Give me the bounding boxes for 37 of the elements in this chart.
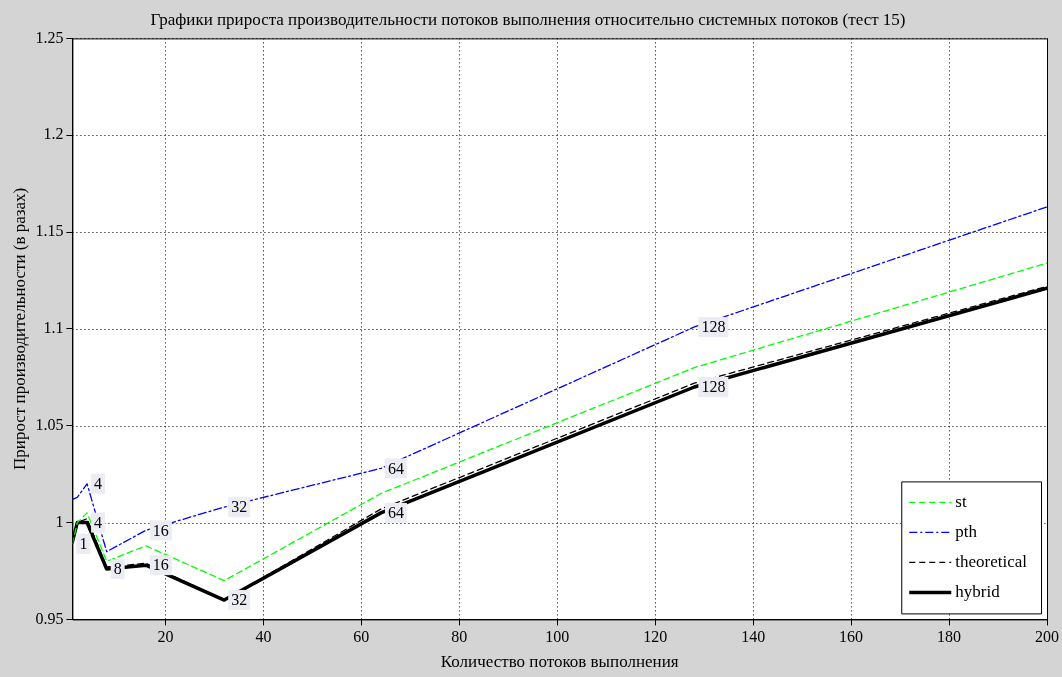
legend-label: theoretical (955, 551, 1028, 571)
annotation: 4 (94, 475, 103, 493)
legend-label: pth (955, 521, 978, 541)
annotation: 8 (113, 560, 122, 578)
legend-label: hybrid (955, 581, 1001, 601)
annotation: 16 (152, 556, 169, 574)
x-tick-label: 120 (643, 628, 668, 646)
annotation: 32 (231, 591, 248, 609)
x-tick-label: 60 (353, 628, 370, 646)
annotation: 4 (94, 513, 103, 531)
annotation: 128 (701, 318, 726, 336)
y-tick-label: 1.1 (43, 319, 64, 337)
x-tick-label: 80 (451, 628, 468, 646)
y-tick-label: 0.95 (35, 609, 64, 627)
chart-title: Графики прироста производительности потоков выполнения относительно системных потоков (тест 15) (150, 9, 906, 29)
x-tick-label: 160 (839, 628, 864, 646)
x-tick-label: 20 (157, 628, 174, 646)
x-tick-label: 100 (545, 628, 570, 646)
x-tick-label: 40 (255, 628, 272, 646)
line-series (72, 206, 1047, 553)
x-axis-title: Количество потоков выполнения (440, 652, 679, 672)
x-tick-label: 140 (741, 628, 766, 646)
y-tick-label: 1 (55, 512, 64, 530)
y-axis-title: Прирост производительности (в разах) (9, 187, 29, 470)
y-tick-label: 1.15 (35, 222, 64, 240)
y-tick-label: 1.05 (35, 415, 64, 433)
annotation: 1 (79, 535, 88, 553)
legend-label: st (955, 491, 967, 511)
annotation: 128 (701, 378, 726, 396)
y-tick-label: 1.25 (35, 28, 64, 46)
annotation: 64 (387, 459, 404, 477)
x-tick-label: 200 (1035, 628, 1059, 646)
x-tick-label: 180 (937, 628, 962, 646)
annotation: 64 (387, 504, 404, 522)
annotation: 16 (152, 521, 169, 539)
annotation: 32 (231, 498, 248, 516)
y-tick-label: 1.2 (43, 125, 64, 143)
